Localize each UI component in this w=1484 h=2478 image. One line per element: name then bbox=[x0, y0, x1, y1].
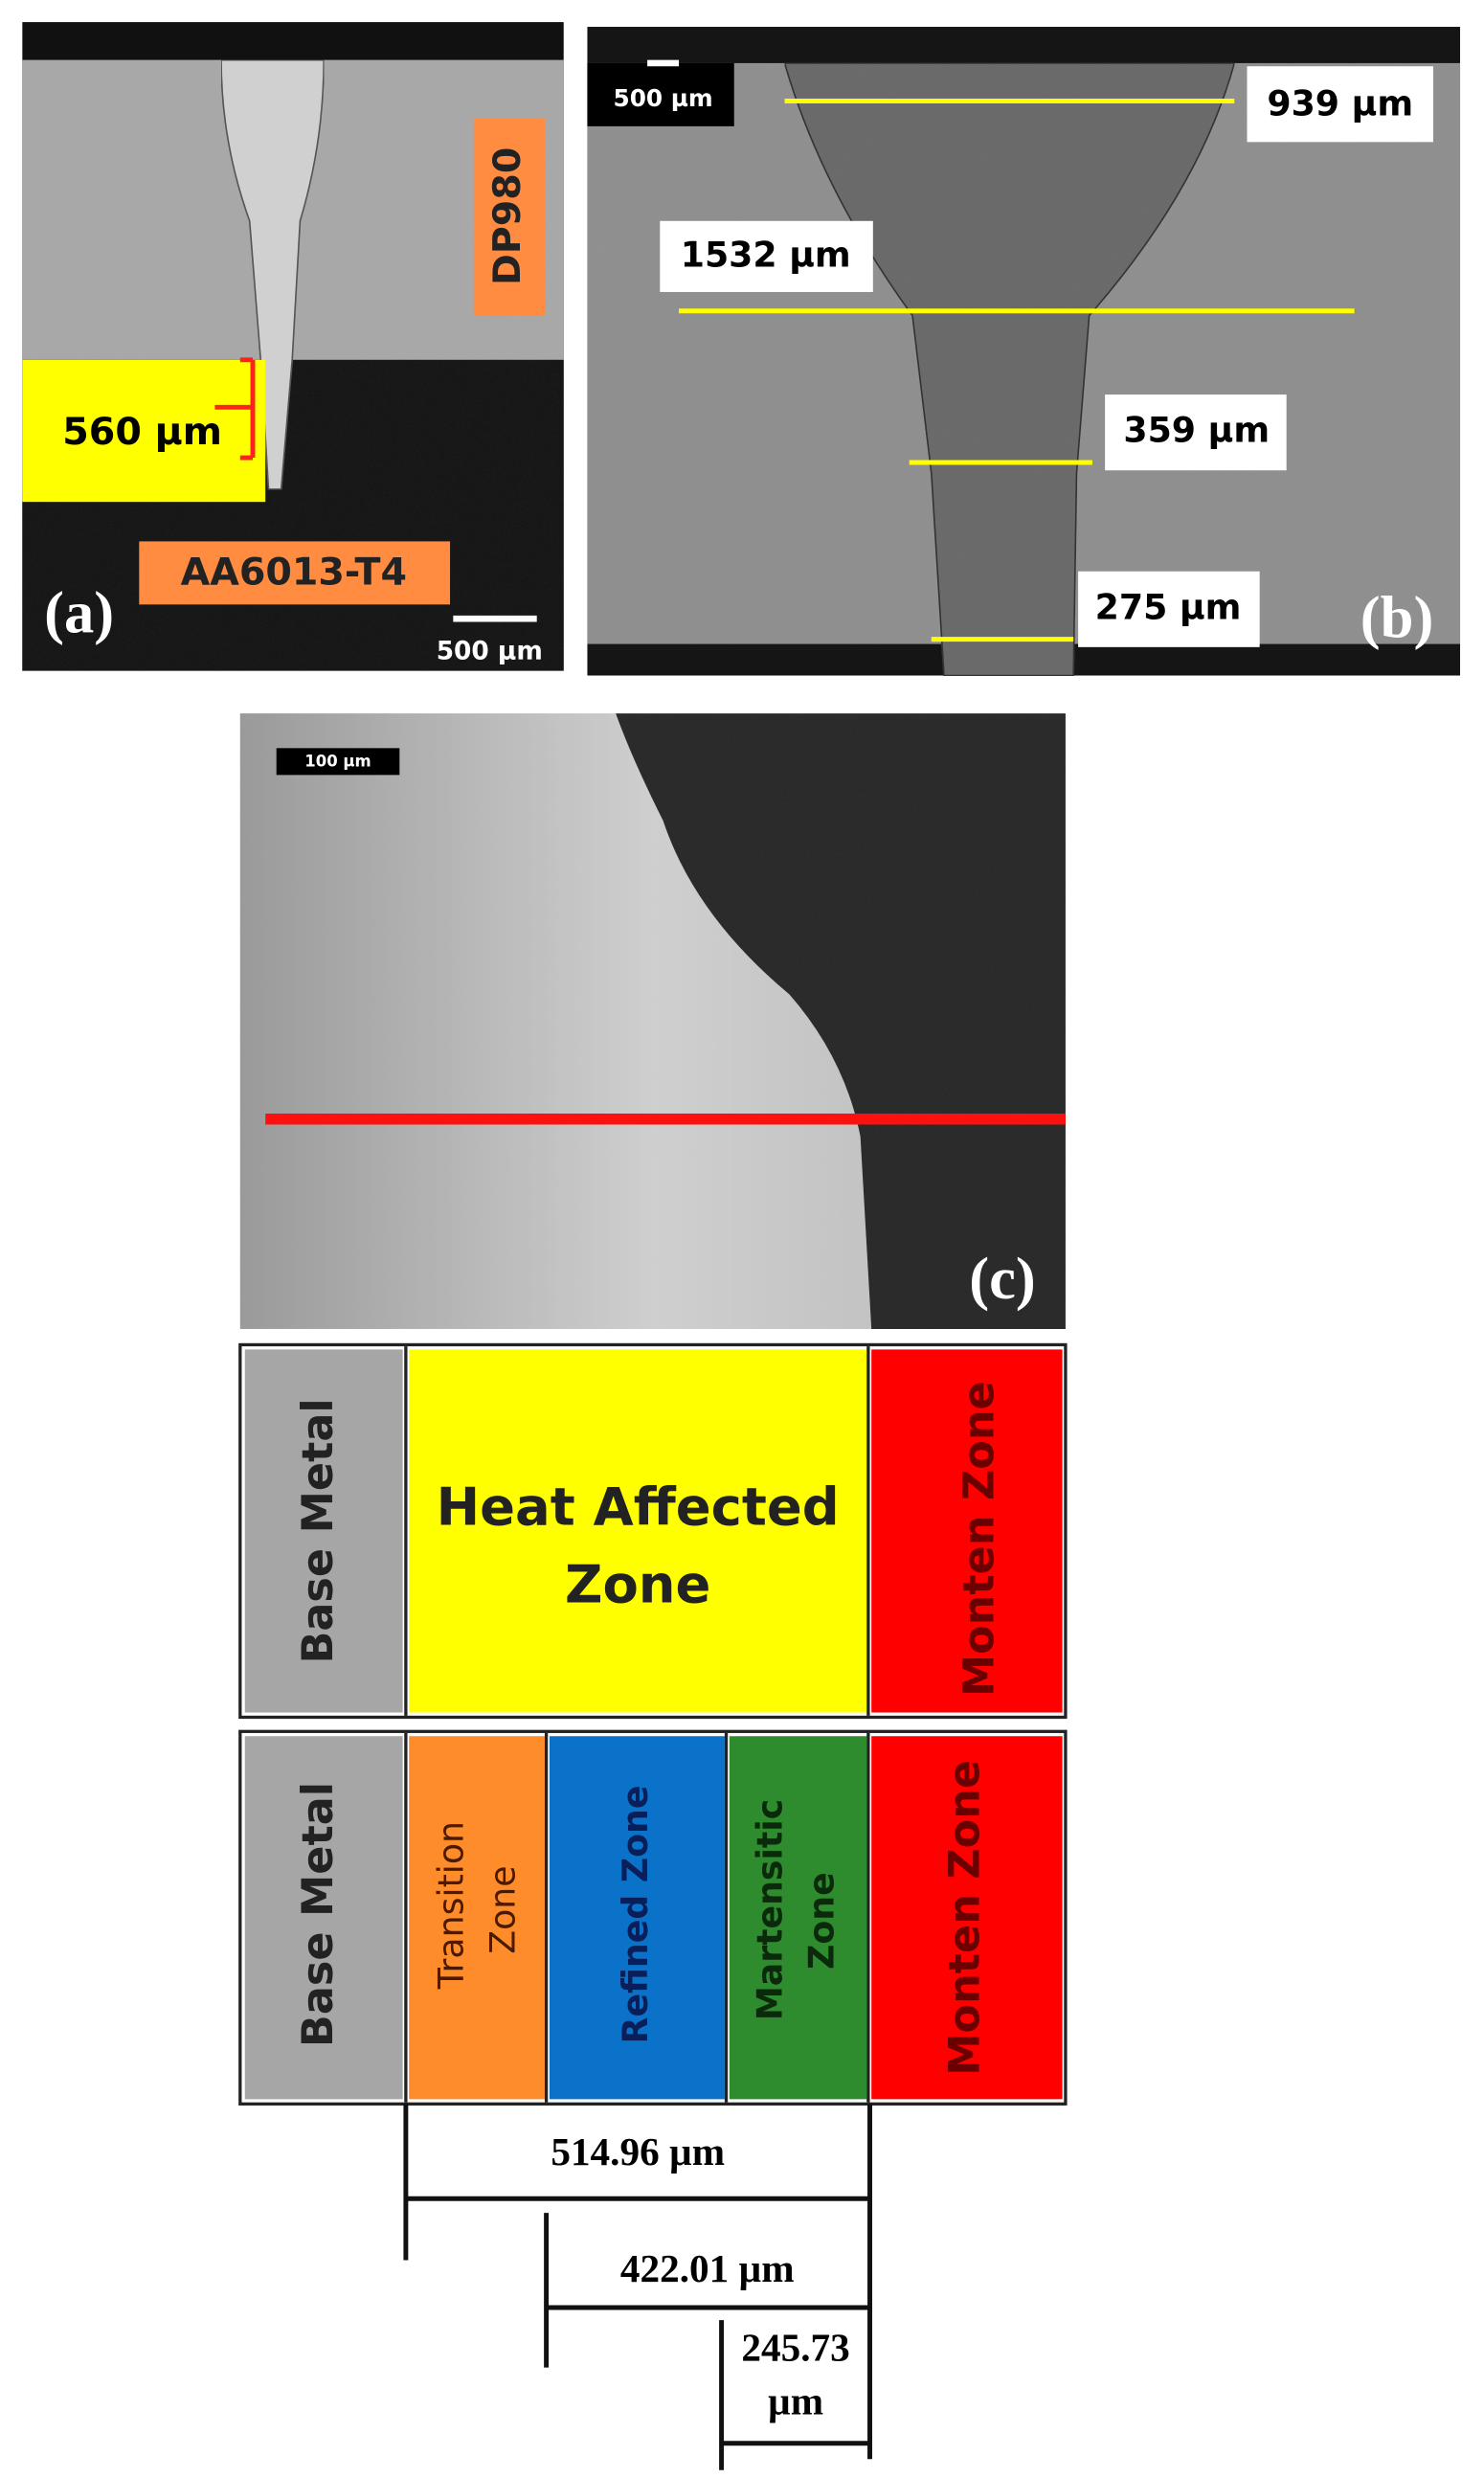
dimensions bbox=[403, 2104, 872, 2470]
zone-label: Zone bbox=[565, 1554, 710, 1614]
material-label: DP980 bbox=[485, 147, 529, 285]
measurement-label: 560 µm bbox=[62, 410, 222, 454]
zone bbox=[549, 1736, 725, 2100]
zone-label: Monten Zone bbox=[956, 1381, 1004, 1697]
zone-label: Zone bbox=[483, 1865, 524, 1953]
zone bbox=[729, 1736, 867, 2100]
zone-row-2: Base Metal Transition Zone Refined Zone … bbox=[238, 1729, 1068, 2106]
zone bbox=[409, 1736, 545, 2100]
fusion-zone bbox=[616, 713, 1066, 1329]
scale-bar-label: 500 µm bbox=[614, 84, 713, 112]
measurement-label: 275 µm bbox=[1095, 586, 1242, 627]
label-box bbox=[1247, 66, 1434, 143]
dimension-label: 245.73 bbox=[741, 2326, 849, 2370]
scale-bar-label: 500 µm bbox=[437, 637, 543, 665]
dimension-label: 514.96 µm bbox=[551, 2129, 725, 2174]
label-box bbox=[1105, 394, 1287, 471]
material-box bbox=[139, 541, 451, 605]
panel-label: (c) bbox=[969, 1245, 1036, 1312]
scale-bar-box bbox=[587, 62, 734, 126]
zone-label: Base Metal bbox=[294, 1398, 343, 1663]
zone bbox=[244, 1736, 403, 2100]
zone-label: Transition bbox=[430, 1821, 471, 1990]
measurement-label: 1532 µm bbox=[681, 235, 851, 276]
material-box bbox=[473, 118, 545, 316]
panel-label: (a) bbox=[44, 579, 114, 646]
panel-label: (b) bbox=[1360, 583, 1434, 650]
dimension-label: 422.01 µm bbox=[620, 2246, 795, 2290]
zone bbox=[871, 1736, 1063, 2100]
weld-nugget bbox=[220, 58, 325, 490]
zone-label: Refined Zone bbox=[615, 1786, 656, 2044]
scale-bar-box bbox=[276, 748, 400, 776]
material-label: AA6013-T4 bbox=[181, 551, 407, 595]
bracket bbox=[214, 357, 256, 461]
panel-a: 560 µm DP980 AA6013-T4 (a) 500 µm bbox=[22, 22, 564, 671]
zone-label: Base Metal bbox=[294, 1782, 343, 2047]
panel-b: 500 µm 939 µm 1532 µm 359 µm 275 µm (b) bbox=[587, 27, 1461, 677]
label-box bbox=[660, 220, 873, 292]
zone bbox=[871, 1349, 1063, 1713]
zone bbox=[244, 1349, 403, 1713]
weld-nugget bbox=[783, 62, 1236, 677]
panel-c: 100 µm (c) bbox=[239, 713, 1066, 1329]
measurement-label: 939 µm bbox=[1267, 82, 1413, 124]
measurement-label: 359 µm bbox=[1123, 410, 1270, 451]
zone-row-1: Base Metal Heat Affected Zone Monten Zon… bbox=[238, 1342, 1068, 1720]
zone-label: Heat Affected bbox=[437, 1477, 840, 1538]
dimension-label: µm bbox=[768, 2379, 823, 2423]
zone-label: Martensitic bbox=[749, 1799, 790, 2020]
zone-label: Monten Zone bbox=[941, 1760, 990, 2076]
zone bbox=[409, 1349, 867, 1713]
label-box bbox=[1078, 571, 1260, 647]
scale-bar-label: 100 µm bbox=[304, 753, 371, 771]
measurement-box bbox=[22, 359, 266, 503]
zone-label: Zone bbox=[801, 1872, 843, 1970]
